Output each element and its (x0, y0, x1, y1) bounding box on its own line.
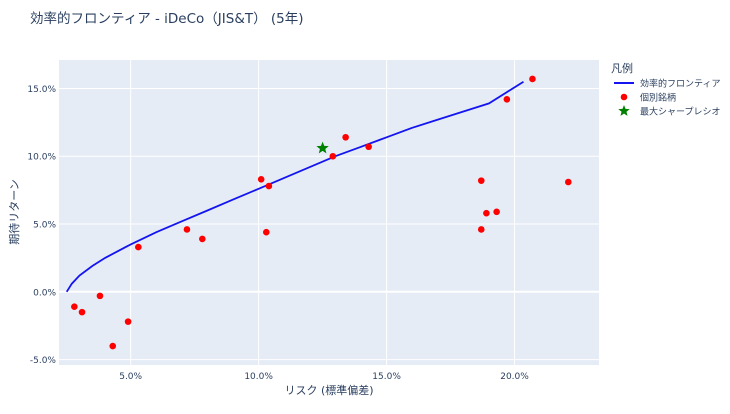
stock-point (265, 182, 273, 190)
stock-point (365, 143, 372, 151)
stock-point (96, 292, 104, 300)
x-tick-label: 5.0% (119, 372, 142, 382)
y-tick-label: 5.0% (33, 221, 56, 231)
y-tick-label: -5.0% (30, 356, 57, 366)
grid-lines (59, 60, 599, 365)
max-sharpe-star (316, 141, 329, 154)
stock-point (564, 178, 572, 186)
chart-title: 効率的フロンティア - iDeCo（JIS&T） (5年) (30, 10, 304, 27)
stock-point (342, 133, 349, 141)
stock-point (183, 226, 191, 233)
stock-point (257, 175, 265, 183)
stock-point (135, 243, 142, 251)
x-tick-label: 15.0% (372, 372, 401, 382)
legend-dot-swatch (620, 93, 628, 101)
legend-label: 個別銘柄 (640, 92, 676, 104)
stock-point (78, 308, 86, 316)
stock-point (109, 342, 117, 350)
y-tick-labels: -5.0% 0.0% 5.0% 10.0% 15.0% (27, 85, 56, 366)
x-tick-label: 20.0% (500, 372, 529, 382)
y-tick-label: 15.0% (27, 85, 56, 95)
x-axis-label: リスク (標準偏差) (284, 383, 373, 397)
stock-point (477, 177, 485, 184)
stock-point (493, 208, 500, 216)
legend-label: 効率的フロンティア (640, 78, 720, 90)
x-tick-label: 10.0% (244, 372, 273, 382)
stock-point (503, 96, 511, 103)
legend-label: 最大シャープレシオ (640, 106, 720, 118)
stock-point (483, 209, 490, 217)
stock-point (71, 303, 78, 311)
legend-star-swatch (618, 105, 630, 116)
y-axis-label: 期待リターン (7, 179, 21, 244)
y-tick-label: 10.0% (27, 153, 56, 163)
stock-point (262, 228, 270, 236)
stock-point (124, 318, 132, 325)
stock-point (329, 152, 337, 160)
x-tick-labels: 5.0% 10.0% 15.0% 20.0% (119, 372, 529, 382)
frontier-line (65, 80, 524, 293)
stock-point (477, 226, 485, 233)
stock-point (529, 75, 536, 83)
legend-title: 凡例 (611, 61, 633, 75)
series-layer (65, 75, 572, 350)
plot-area (59, 60, 599, 365)
stock-point (199, 235, 206, 243)
y-tick-label: 0.0% (33, 288, 56, 298)
